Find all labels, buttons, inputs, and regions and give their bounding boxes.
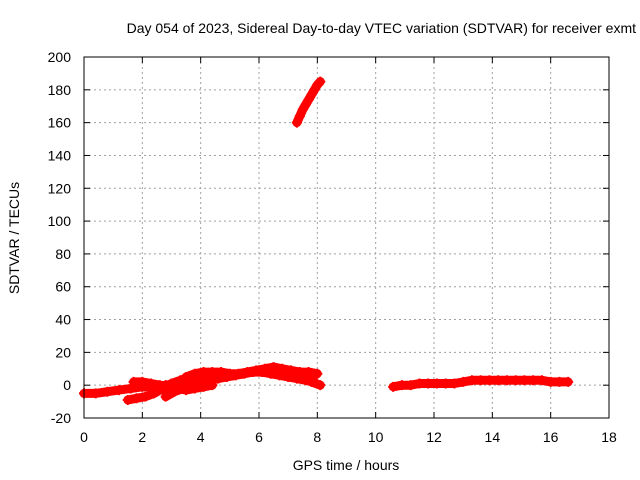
- data-point: [259, 363, 270, 374]
- data-point: [122, 394, 133, 405]
- data-point: [181, 371, 192, 382]
- data-point: [449, 378, 460, 389]
- data-point: [286, 365, 297, 376]
- data-point: [484, 375, 495, 386]
- data-point: [563, 376, 574, 387]
- data-point: [312, 368, 323, 379]
- data-point: [186, 380, 197, 391]
- data-point: [405, 380, 416, 391]
- y-tick-label: 60: [55, 279, 71, 295]
- data-point: [114, 385, 124, 396]
- data-point: [140, 391, 151, 402]
- y-tick-label: 160: [48, 115, 72, 131]
- data-point: [303, 367, 314, 378]
- data-point: [131, 393, 142, 404]
- data-point: [458, 376, 469, 387]
- y-tick-label: 20: [55, 344, 71, 360]
- x-tick-label: 8: [313, 429, 321, 445]
- data-point: [493, 375, 504, 386]
- data-point: [251, 365, 262, 376]
- data-point: [216, 367, 227, 378]
- plot-frame: [83, 56, 610, 419]
- y-axis-label: SDTVAR / TECUs: [6, 182, 22, 294]
- data-point: [198, 367, 209, 378]
- data-point: [268, 362, 279, 373]
- data-point: [160, 391, 171, 402]
- y-tick-label: 120: [48, 180, 72, 196]
- data-point: [277, 363, 288, 374]
- x-tick-label: 16: [543, 429, 559, 445]
- x-tick-label: 18: [601, 429, 617, 445]
- data-point: [195, 378, 206, 389]
- data-point: [207, 367, 218, 378]
- x-tick-label: 0: [80, 429, 88, 445]
- data-point: [388, 381, 399, 392]
- data-point: [294, 111, 305, 122]
- data-point: [137, 376, 148, 387]
- series-arc-g: [291, 76, 326, 128]
- chart-title: Day 054 of 2023, Sidereal Day-to-day VTE…: [127, 20, 636, 36]
- data-point: [519, 375, 530, 386]
- data-point: [294, 367, 305, 378]
- data-point: [396, 380, 407, 391]
- data-point: [431, 378, 442, 389]
- data-point: [423, 378, 434, 389]
- x-tick-label: 10: [368, 429, 384, 445]
- x-tick-label: 2: [138, 429, 146, 445]
- data-point: [154, 380, 165, 391]
- x-tick-label: 12: [426, 429, 442, 445]
- data-point: [146, 378, 157, 389]
- data-point: [233, 368, 244, 379]
- y-tick-label: 140: [48, 147, 72, 163]
- data-point: [291, 117, 302, 128]
- data-point: [554, 376, 565, 387]
- data-point: [90, 388, 101, 399]
- data-point: [466, 375, 477, 386]
- data-markers: [79, 76, 574, 405]
- data-point: [149, 388, 159, 399]
- data-point: [315, 76, 326, 87]
- y-tick-label: 40: [55, 312, 71, 328]
- data-point: [224, 368, 235, 379]
- data-point: [102, 386, 113, 397]
- data-point: [545, 376, 556, 387]
- data-point: [536, 375, 547, 386]
- data-point: [475, 375, 486, 386]
- y-tick-label: 180: [48, 82, 72, 98]
- y-tick-label: 80: [55, 246, 71, 262]
- data-point: [414, 378, 425, 389]
- y-tick-label: 0: [63, 377, 71, 393]
- data-point: [169, 386, 180, 397]
- data-point: [501, 375, 512, 386]
- data-point: [528, 375, 539, 386]
- x-axis-label: GPS time / hours: [293, 457, 400, 473]
- data-point: [204, 375, 215, 386]
- data-point: [510, 375, 521, 386]
- axis-ticks: 0 2 4 6 8 10 12 14 16 18 -20 0 20 40 60 80 100 120 140 160 1…: [48, 49, 617, 445]
- data-point: [189, 368, 200, 379]
- x-tick-label: 14: [485, 429, 501, 445]
- data-point: [309, 376, 320, 387]
- x-tick-label: 4: [197, 429, 205, 445]
- data-point: [300, 375, 311, 386]
- series-arc-f: [388, 375, 574, 392]
- x-tick-label: 6: [255, 429, 263, 445]
- y-tick-label: 200: [48, 49, 72, 65]
- y-tick-label: -20: [51, 410, 71, 426]
- series-arc-e: [181, 362, 323, 382]
- data-point: [128, 376, 139, 387]
- grid-lines: [84, 57, 609, 418]
- data-point: [242, 367, 253, 378]
- data-point: [178, 383, 189, 394]
- data-point: [440, 378, 451, 389]
- y-tick-label: 100: [48, 213, 72, 229]
